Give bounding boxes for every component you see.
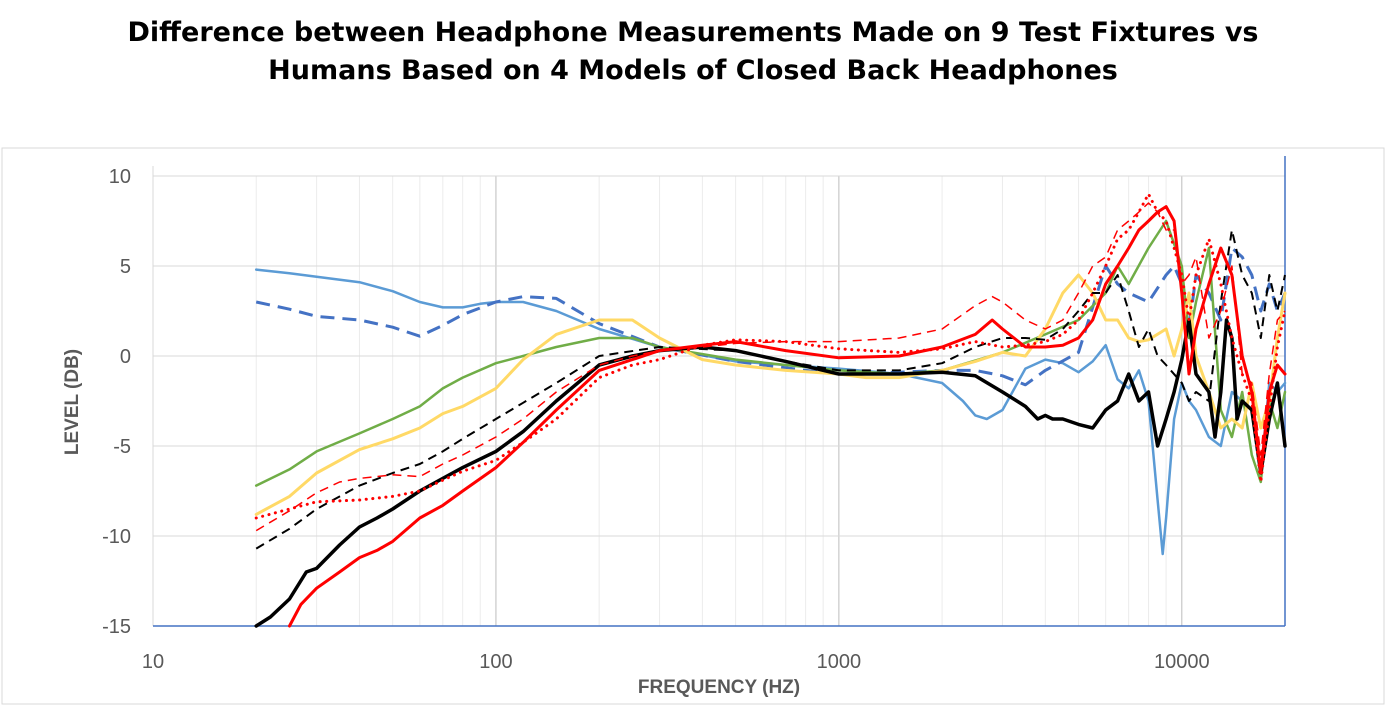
series-line-9	[254, 192, 1287, 520]
tick-labels: 10 5 0 -5 -10 -15 10 100 1000 10000	[102, 166, 1209, 673]
series-line-1	[254, 268, 1287, 556]
y-tick-label: -15	[102, 616, 131, 638]
x-tick-label: 1000	[817, 651, 862, 673]
series-line-4	[254, 273, 1287, 516]
series-line-8	[255, 202, 1286, 532]
x-tick-label: 100	[479, 651, 512, 673]
series-line-5	[255, 229, 1286, 550]
grid	[153, 175, 1286, 626]
chart-title-line-1: Difference between Headphone Measurement…	[127, 17, 1259, 48]
chart-title-line-2: Humans Based on 4 Models of Closed Back …	[268, 55, 1118, 86]
chart-title: Difference between Headphone Measurement…	[0, 14, 1386, 90]
x-tick-label: 10000	[1154, 651, 1210, 673]
y-tick-label: -5	[113, 436, 131, 458]
y-tick-label: 5	[120, 256, 131, 278]
chart-area: 10 5 0 -5 -10 -15 10 100 1000 10000 FREQUENCY (HZ…	[0, 146, 1386, 706]
x-tick-label: 10	[142, 651, 164, 673]
line-chart: 10 5 0 -5 -10 -15 10 100 1000 10000 FREQUENCY (HZ…	[1, 147, 1385, 705]
series-line-2	[255, 246, 1287, 387]
y-tick-label: -10	[102, 526, 131, 548]
y-axis-title: LEVEL (DB)	[62, 349, 83, 455]
x-axis-title: FREQUENCY (HZ)	[638, 677, 800, 698]
series-line-7	[288, 205, 1287, 628]
y-tick-label: 0	[120, 346, 131, 368]
y-tick-label: 10	[109, 166, 131, 188]
series-group	[254, 192, 1287, 628]
